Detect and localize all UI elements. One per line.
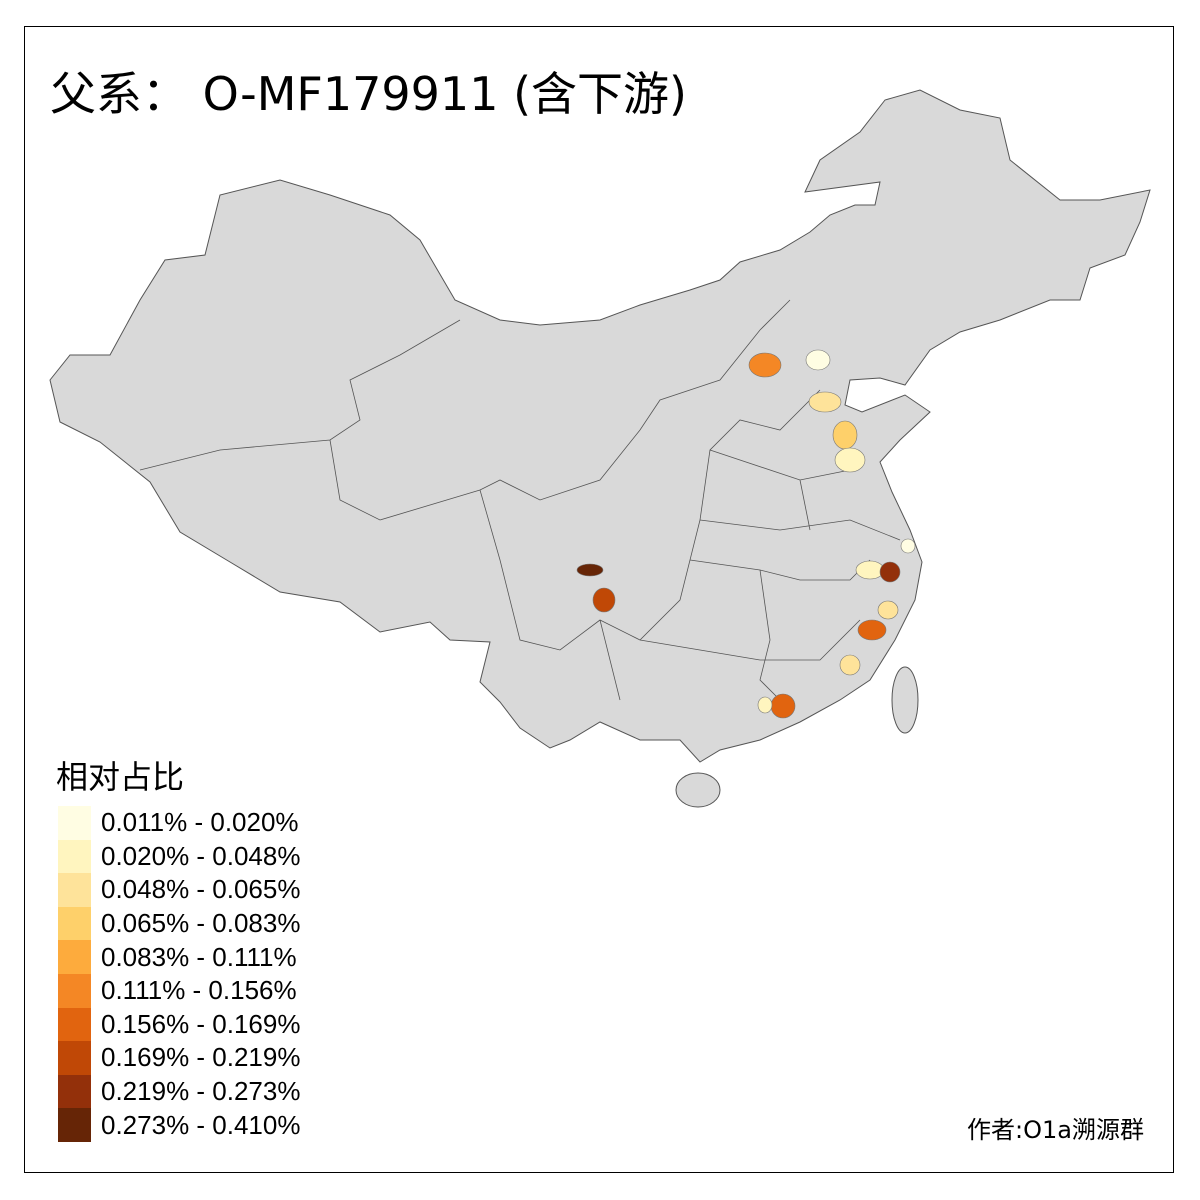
region-shape	[839, 654, 861, 676]
region-shape	[832, 420, 858, 450]
legend-title: 相对占比	[56, 758, 185, 796]
region-shape	[857, 619, 887, 641]
legend-label: 0.048% - 0.065%	[101, 874, 301, 905]
region-shape	[879, 561, 901, 583]
region-shape	[808, 391, 842, 413]
legend-label: 0.156% - 0.169%	[101, 1008, 301, 1039]
legend-label: 0.065% - 0.083%	[101, 908, 301, 939]
legend-label: 0.273% - 0.410%	[101, 1109, 301, 1140]
legend-swatch	[58, 1041, 91, 1075]
region-shape	[748, 352, 782, 378]
map-frame	[24, 26, 1174, 1173]
legend-swatch	[58, 1074, 91, 1109]
legend-swatch	[58, 973, 91, 1008]
legend-item: 0.083% - 0.111%	[58, 940, 300, 974]
region-shape	[900, 538, 916, 554]
region-shape	[877, 600, 899, 620]
legend-item: 0.169% - 0.219%	[58, 1041, 300, 1075]
region-shape	[805, 349, 831, 371]
legend-label: 0.219% - 0.273%	[101, 1076, 301, 1107]
china-mainland	[49, 89, 1151, 763]
highlighted-regions	[576, 349, 916, 719]
legend-item: 0.156% - 0.169%	[58, 1007, 301, 1042]
legend: 0.011% - 0.020% 0.020% - 0.048% 0.048% - 0…	[58, 806, 300, 1142]
legend-item: 0.219% - 0.273%	[58, 1074, 301, 1109]
region-shape	[834, 447, 866, 473]
legend-label: 0.083% - 0.111%	[101, 941, 297, 972]
legend-swatch	[58, 940, 91, 974]
legend-swatch	[58, 906, 91, 941]
taiwan-island	[891, 666, 919, 734]
legend-label: 0.020% - 0.048%	[101, 840, 301, 871]
province-borders	[139, 299, 901, 701]
legend-swatch	[58, 1007, 91, 1042]
legend-item: 0.011% - 0.020%	[58, 806, 300, 840]
legend-item: 0.020% - 0.048%	[58, 839, 301, 874]
region-shape	[757, 696, 773, 714]
region-shape	[855, 560, 885, 580]
legend-label: 0.011% - 0.020%	[101, 807, 299, 838]
legend-label: 0.169% - 0.219%	[101, 1042, 301, 1073]
author-credit: 作者:O1a溯源群	[967, 1116, 1144, 1144]
legend-swatch	[58, 806, 91, 840]
legend-swatch	[58, 1108, 91, 1142]
legend-swatch	[58, 839, 91, 874]
region-shape	[770, 693, 796, 719]
region-shape	[592, 587, 616, 613]
region-shape	[576, 563, 604, 577]
hainan-island	[675, 772, 721, 808]
legend-item: 0.111% - 0.156%	[58, 973, 300, 1008]
legend-label: 0.111% - 0.156%	[101, 975, 297, 1006]
legend-swatch	[58, 873, 91, 907]
legend-item: 0.065% - 0.083%	[58, 906, 301, 941]
legend-item: 0.273% - 0.410%	[58, 1108, 300, 1142]
legend-item: 0.048% - 0.065%	[58, 873, 300, 907]
map-title: 父系： O-MF179911 (含下游)	[50, 67, 687, 121]
